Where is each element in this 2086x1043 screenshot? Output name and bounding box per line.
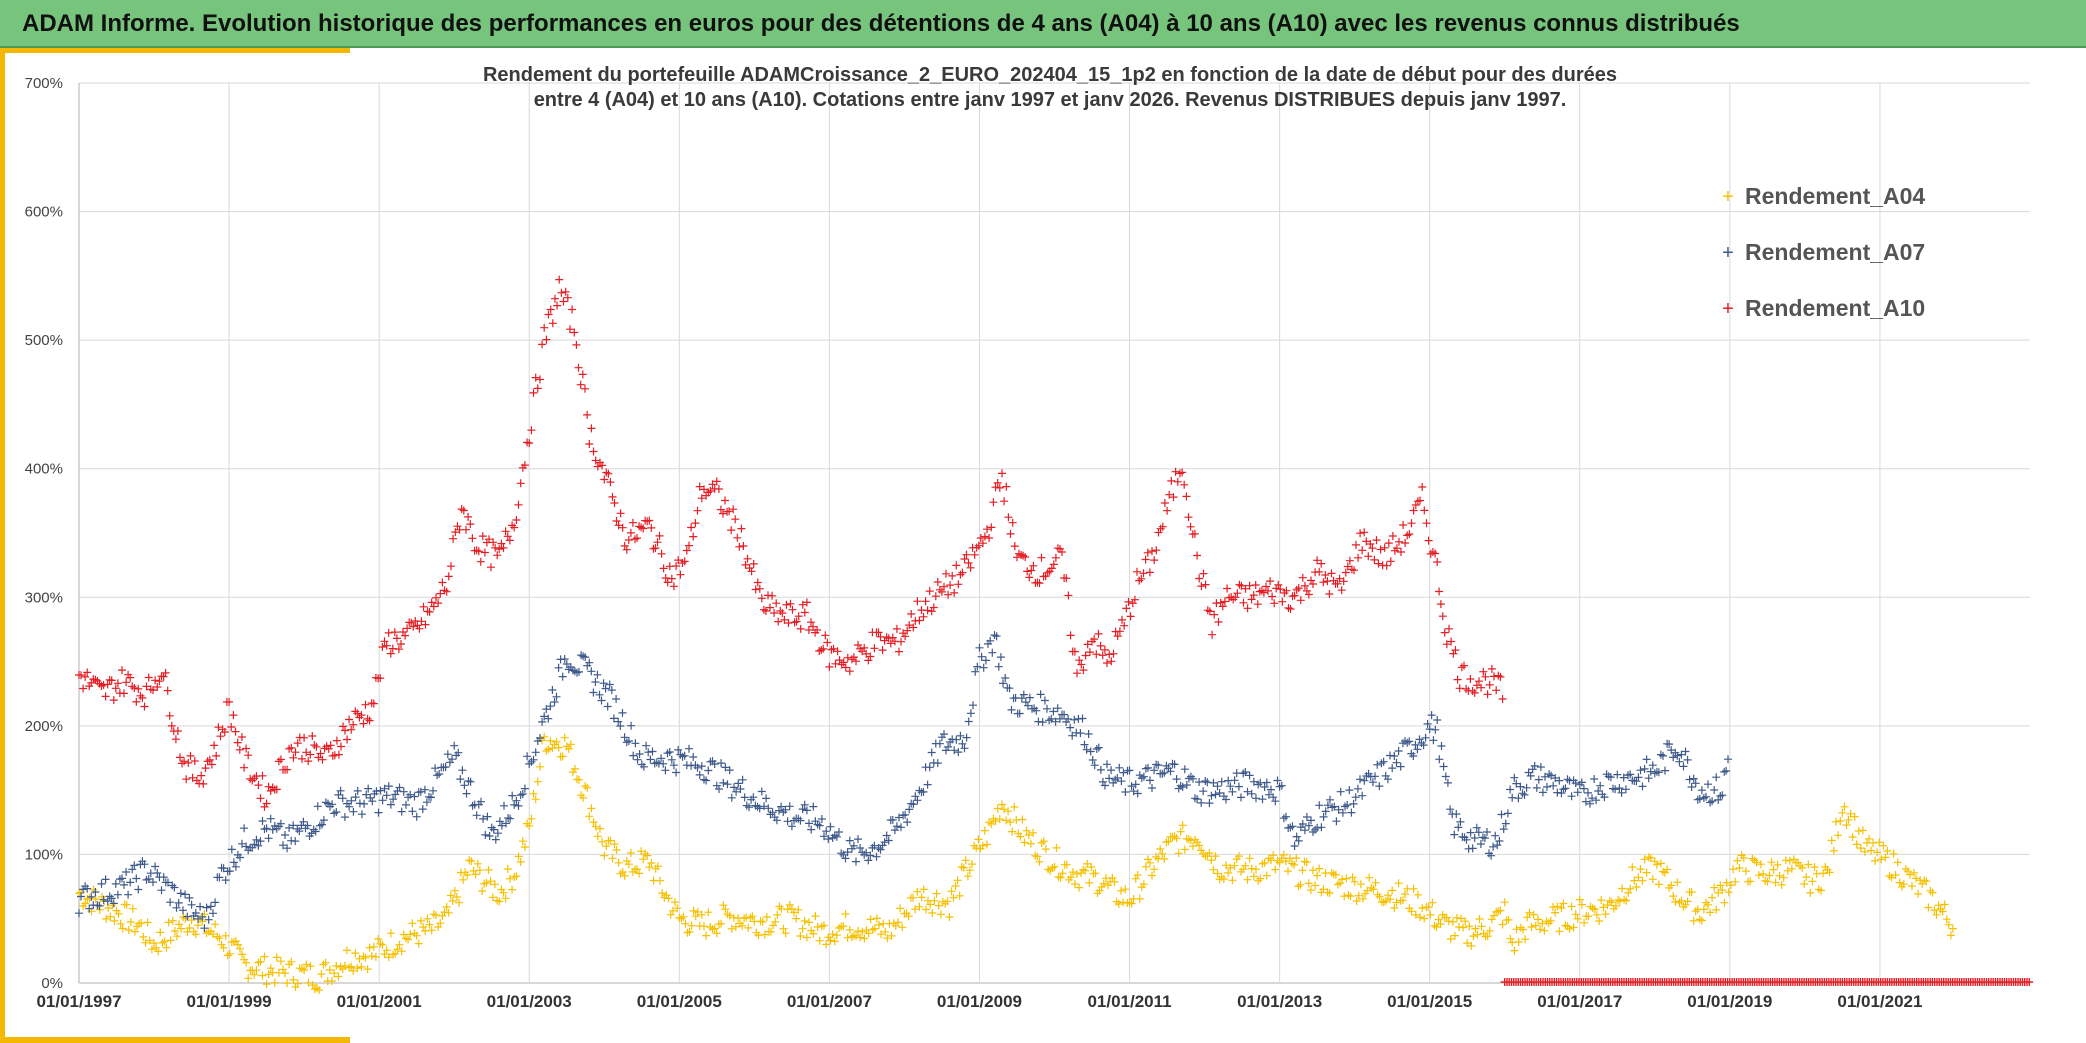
- legend: + Rendement_A04 + Rendement_A07 + Rendem…: [1722, 183, 1925, 321]
- plot-area: [75, 275, 2034, 995]
- legend-label-a04: Rendement_A04: [1745, 183, 1925, 209]
- series-a07: [75, 631, 1732, 933]
- chart-title: Rendement du portefeuille ADAMCroissance…: [483, 64, 1617, 111]
- legend-item-a07: + Rendement_A07: [1722, 239, 1925, 265]
- x-tick-label: 01/01/2007: [787, 992, 872, 1011]
- y-tick-label: 300%: [25, 589, 63, 606]
- series-markers-a10: [75, 275, 1507, 811]
- grid: [78, 82, 2030, 984]
- legend-item-a04: + Rendement_A04: [1722, 183, 1925, 209]
- y-tick-label: 500%: [25, 332, 63, 349]
- legend-label-a07: Rendement_A07: [1745, 239, 1925, 265]
- y-tick-label: 100%: [25, 846, 63, 863]
- legend-marker-a10: +: [1722, 298, 1734, 320]
- baseline-band-a10: [1500, 978, 2034, 986]
- x-tick-label: 01/01/2013: [1237, 992, 1322, 1011]
- accent-bar-bottom: [0, 1037, 350, 1043]
- series-a04: [75, 732, 1957, 995]
- legend-marker-a07: +: [1722, 242, 1734, 264]
- y-axis: 0% 100% 200% 300% 400% 500% 600% 700%: [25, 75, 63, 992]
- x-tick-label: 01/01/2021: [1837, 992, 1922, 1011]
- x-tick-label: 01/01/2019: [1687, 992, 1772, 1011]
- series-a10: [75, 275, 1507, 811]
- y-tick-label: 600%: [25, 204, 63, 221]
- x-tick-label: 01/01/2015: [1387, 992, 1472, 1011]
- chart-title-line-2: entre 4 (A04) et 10 ans (A10). Cotations…: [534, 89, 1567, 111]
- x-tick-label: 01/01/2009: [937, 992, 1022, 1011]
- x-tick-label: 01/01/2017: [1537, 992, 1622, 1011]
- x-axis: 01/01/1997 01/01/1999 01/01/2001 01/01/2003…: [36, 992, 1922, 1011]
- header-bar: ADAM Informe. Evolution historique des p…: [0, 0, 2086, 48]
- x-tick-label: 01/01/2011: [1087, 992, 1171, 1011]
- accent-bar-top: [0, 48, 350, 53]
- page-title: ADAM Informe. Evolution historique des p…: [22, 10, 1740, 37]
- x-tick-label: 01/01/1997: [36, 992, 121, 1011]
- series-markers-a04: [75, 732, 1957, 995]
- x-tick-label: 01/01/2005: [637, 992, 722, 1011]
- x-tick-label: 01/01/2003: [487, 992, 572, 1011]
- x-tick-label: 01/01/1999: [187, 992, 272, 1011]
- legend-item-a10: + Rendement_A10: [1722, 295, 1925, 321]
- legend-label-a10: Rendement_A10: [1745, 295, 1925, 321]
- y-tick-label: 200%: [25, 718, 63, 735]
- accent-bar-left: [0, 48, 5, 1043]
- series-markers-a07: [75, 631, 1732, 933]
- y-tick-label: 400%: [25, 461, 63, 478]
- chart-title-line-1: Rendement du portefeuille ADAMCroissance…: [483, 64, 1617, 86]
- y-tick-label: 700%: [25, 75, 63, 92]
- x-tick-label: 01/01/2001: [337, 992, 422, 1011]
- y-tick-label: 0%: [41, 975, 63, 992]
- legend-marker-a04: +: [1722, 186, 1734, 208]
